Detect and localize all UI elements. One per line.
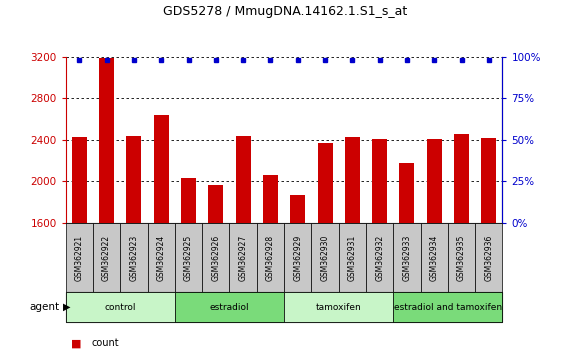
Bar xyxy=(284,292,393,322)
Text: estradiol: estradiol xyxy=(210,303,250,312)
Text: GDS5278 / MmugDNA.14162.1.S1_s_at: GDS5278 / MmugDNA.14162.1.S1_s_at xyxy=(163,5,408,18)
Bar xyxy=(339,223,366,292)
Bar xyxy=(120,223,147,292)
Text: GSM362924: GSM362924 xyxy=(156,234,166,281)
Bar xyxy=(366,223,393,292)
Text: GSM362921: GSM362921 xyxy=(75,234,84,281)
Bar xyxy=(311,223,339,292)
Bar xyxy=(284,223,311,292)
Text: GSM362936: GSM362936 xyxy=(484,234,493,281)
Bar xyxy=(448,223,475,292)
Bar xyxy=(126,136,142,223)
Text: GSM362922: GSM362922 xyxy=(102,234,111,281)
Bar xyxy=(317,143,332,223)
Bar xyxy=(421,223,448,292)
Bar xyxy=(93,223,120,292)
Bar xyxy=(147,223,175,292)
Bar xyxy=(475,223,502,292)
Text: GSM362928: GSM362928 xyxy=(266,234,275,281)
Bar xyxy=(154,115,168,223)
Bar xyxy=(181,178,196,223)
Text: GSM362930: GSM362930 xyxy=(320,234,329,281)
Bar xyxy=(427,139,442,223)
Bar xyxy=(175,292,284,322)
Bar xyxy=(257,223,284,292)
Text: GSM362927: GSM362927 xyxy=(239,234,248,281)
Bar xyxy=(263,175,278,223)
Bar xyxy=(208,184,223,223)
Bar xyxy=(66,223,93,292)
Text: GSM362932: GSM362932 xyxy=(375,234,384,281)
Text: GSM362933: GSM362933 xyxy=(403,234,412,281)
Text: agent: agent xyxy=(30,302,60,312)
Bar xyxy=(66,292,175,322)
Bar xyxy=(372,139,387,223)
Text: GSM362935: GSM362935 xyxy=(457,234,466,281)
Text: tamoxifen: tamoxifen xyxy=(316,303,361,312)
Bar xyxy=(202,223,230,292)
Text: count: count xyxy=(91,338,119,348)
Bar xyxy=(99,58,114,223)
Text: GSM362934: GSM362934 xyxy=(430,234,439,281)
Bar xyxy=(393,292,502,322)
Bar xyxy=(175,223,202,292)
Bar xyxy=(345,137,360,223)
Bar xyxy=(290,195,305,223)
Text: ▶: ▶ xyxy=(63,302,70,312)
Text: control: control xyxy=(104,303,136,312)
Text: GSM362925: GSM362925 xyxy=(184,234,193,281)
Bar xyxy=(72,137,87,223)
Bar xyxy=(393,223,421,292)
Text: estradiol and tamoxifen: estradiol and tamoxifen xyxy=(394,303,502,312)
Bar xyxy=(481,138,496,223)
Bar xyxy=(236,136,251,223)
Text: GSM362923: GSM362923 xyxy=(130,234,138,281)
Bar xyxy=(454,133,469,223)
Bar xyxy=(400,163,415,223)
Bar xyxy=(230,223,257,292)
Text: GSM362931: GSM362931 xyxy=(348,234,357,281)
Text: ■: ■ xyxy=(71,338,82,348)
Text: GSM362926: GSM362926 xyxy=(211,234,220,281)
Text: GSM362929: GSM362929 xyxy=(293,234,302,281)
